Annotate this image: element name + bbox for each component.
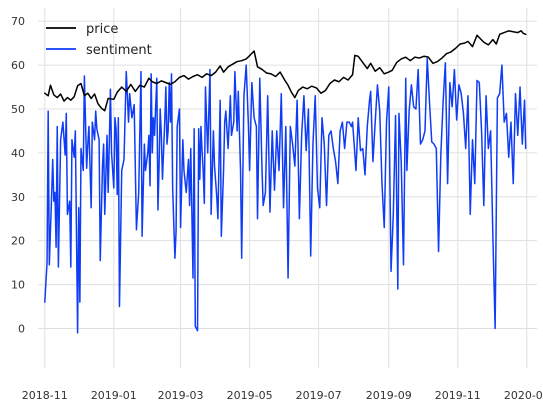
- y-tick-label: 20: [11, 235, 25, 248]
- x-tick-label: 2019-03: [158, 389, 204, 402]
- y-tick-label: 70: [11, 15, 25, 28]
- y-tick-label: 0: [18, 322, 25, 335]
- x-tick-label: 2020-01: [504, 389, 543, 402]
- legend-label-sentiment: sentiment: [86, 43, 152, 58]
- x-tick-label: 2019-11: [435, 389, 481, 402]
- y-tick-label: 30: [11, 191, 25, 204]
- x-tick-label: 2019-05: [227, 389, 273, 402]
- x-tick-label: 2019-07: [296, 389, 342, 402]
- x-tick-label: 2019-09: [366, 389, 412, 402]
- y-tick-label: 40: [11, 147, 25, 160]
- series-line-price: [44, 30, 527, 112]
- x-tick-label: 2018-11: [22, 389, 68, 402]
- y-tick-label: 50: [11, 103, 25, 116]
- y-tick-label: 10: [11, 279, 25, 292]
- legend-label-price: price: [86, 22, 118, 37]
- y-tick-label: 60: [11, 59, 25, 72]
- series-line-sentiment: [44, 57, 527, 334]
- legend: price sentiment: [46, 22, 152, 58]
- x-tick-label: 2019-01: [91, 389, 137, 402]
- grid: [38, 8, 537, 368]
- series-layer: [44, 30, 527, 334]
- tick-labels: 0 10 20 30 40 50 60 70 2018-11 2019-01 2019-03 2019…: [11, 15, 543, 402]
